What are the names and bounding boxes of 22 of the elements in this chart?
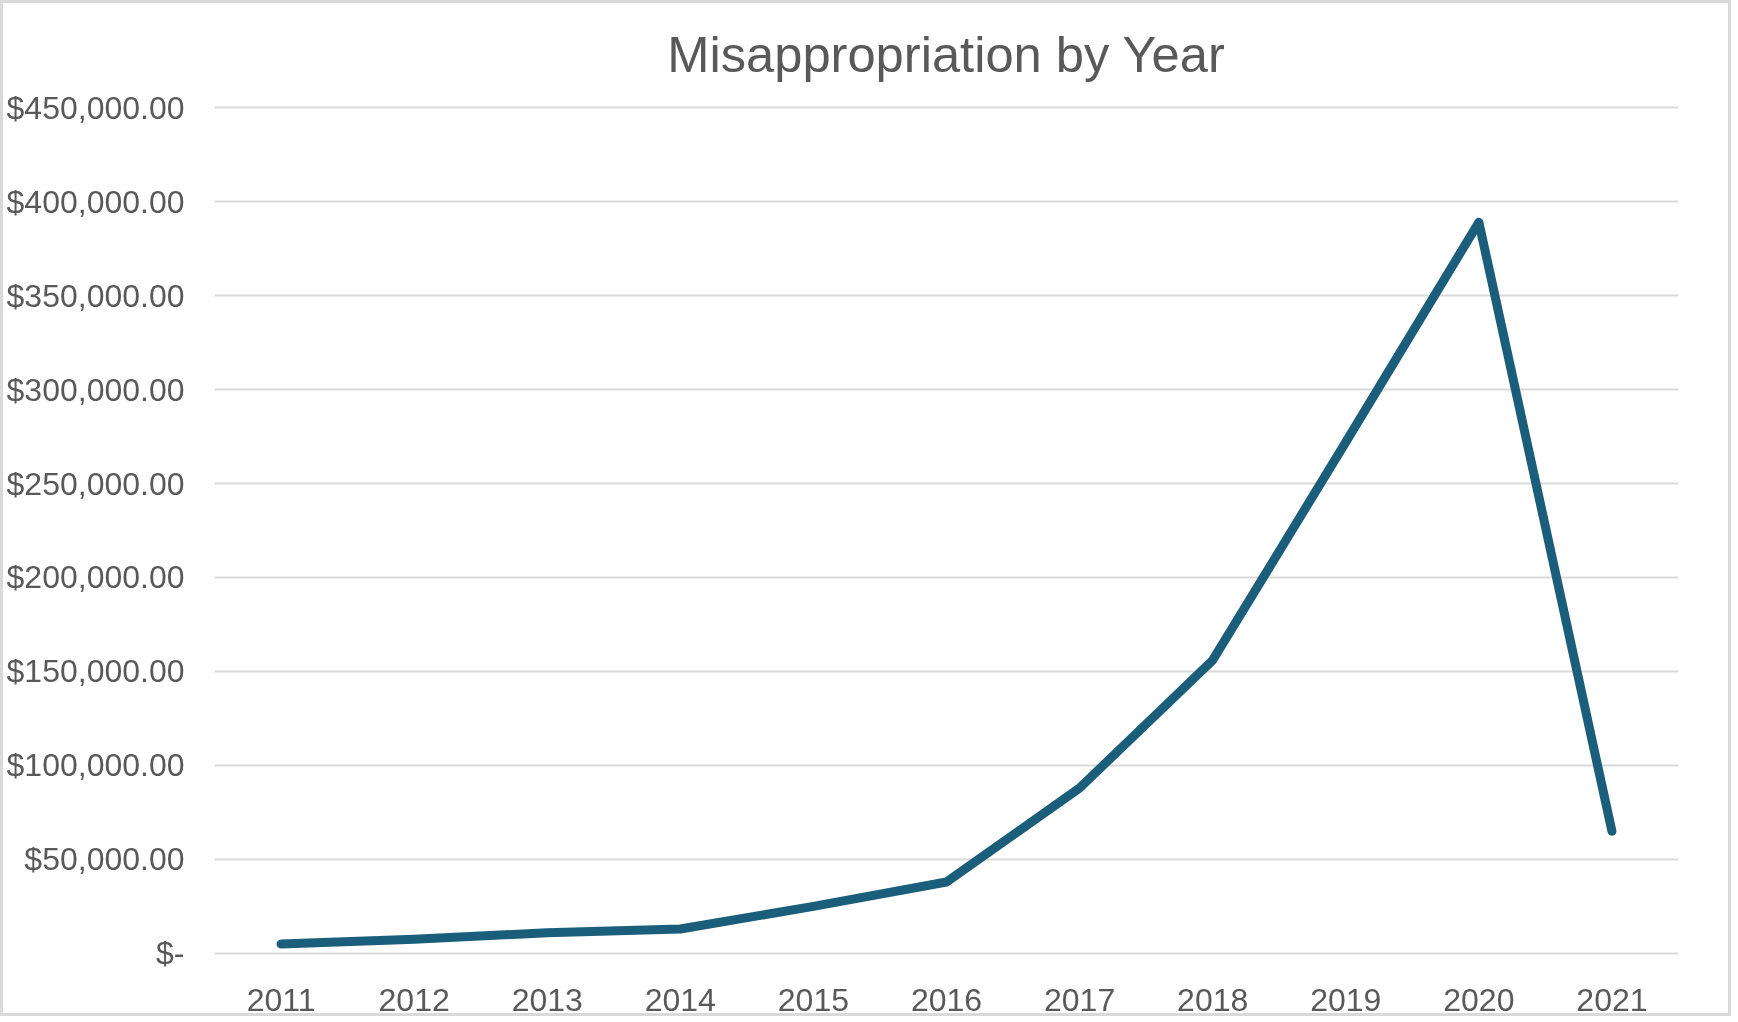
- x-tick-label: 2021: [1576, 981, 1648, 1018]
- x-tick-label: 2012: [378, 981, 450, 1018]
- x-tick-label: 2017: [1044, 981, 1116, 1018]
- y-tick-label: $250,000.00: [6, 465, 185, 502]
- chart-title: Misappropriation by Year: [667, 25, 1225, 83]
- x-tick-label: 2016: [910, 981, 983, 1018]
- y-tick-label: $200,000.00: [6, 559, 185, 596]
- x-tick-label: 2013: [511, 981, 583, 1018]
- x-tick-label: 2011: [246, 981, 316, 1018]
- y-tick-label: $50,000.00: [24, 841, 185, 878]
- x-tick-label: 2014: [644, 981, 716, 1018]
- x-tick-label: 2018: [1177, 981, 1249, 1018]
- x-tick-label: 2015: [777, 981, 849, 1018]
- y-tick-label: $350,000.00: [6, 277, 185, 314]
- x-tick-label: 2020: [1443, 981, 1515, 1018]
- y-tick-label: $-: [156, 935, 185, 972]
- y-tick-label: $400,000.00: [6, 183, 185, 220]
- y-tick-label: $150,000.00: [6, 653, 185, 690]
- y-tick-label: $100,000.00: [6, 747, 185, 784]
- y-tick-label: $450,000.00: [6, 89, 185, 126]
- x-tick-label: 2019: [1310, 981, 1382, 1018]
- y-tick-label: $300,000.00: [6, 371, 185, 408]
